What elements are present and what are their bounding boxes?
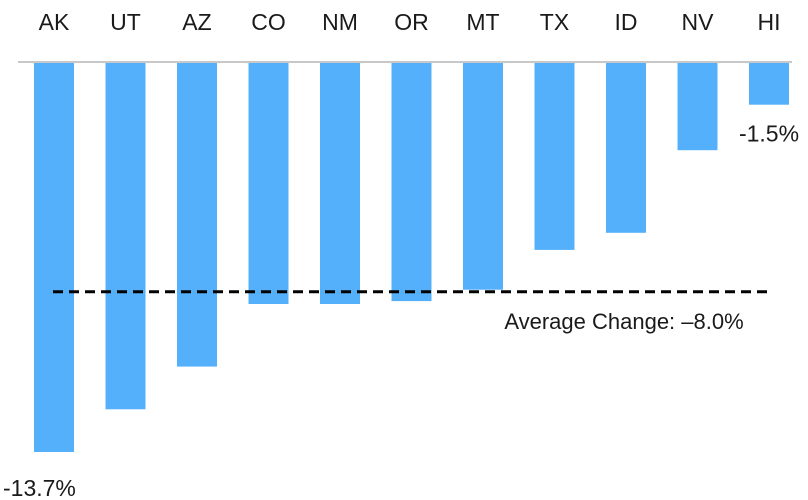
category-labels: AK UT AZ CO NM OR MT TX ID NV HI: [39, 9, 781, 35]
bar-ut: [105, 62, 146, 410]
bar-tx: [534, 62, 575, 250]
category-label-tx: TX: [540, 9, 569, 35]
bar-ak: [34, 62, 74, 452]
bar-az: [177, 62, 217, 367]
bar-or: [391, 62, 432, 302]
category-label-ut: UT: [110, 9, 141, 35]
category-label-nv: NV: [682, 9, 715, 35]
average-reference-label: Average Change: –8.0%: [504, 309, 743, 334]
category-label-az: AZ: [182, 9, 211, 35]
data-label-hi: -1.5%: [739, 121, 799, 147]
data-label-ak: -13.7%: [3, 475, 76, 500]
bars-group: [34, 62, 789, 452]
category-label-co: CO: [251, 9, 286, 35]
bar-nm: [320, 62, 360, 304]
bar-id: [606, 62, 646, 233]
category-label-id: ID: [615, 9, 638, 35]
category-label-nm: NM: [322, 9, 358, 35]
data-labels: -13.7% -1.5%: [3, 121, 799, 500]
category-label-mt: MT: [466, 9, 499, 35]
bar-nv: [677, 62, 718, 151]
bar-co: [248, 62, 289, 304]
category-label-hi: HI: [758, 9, 781, 35]
category-label-or: OR: [394, 9, 429, 35]
category-label-ak: AK: [39, 9, 70, 35]
bar-hi: [749, 62, 789, 105]
bar-mt: [463, 62, 503, 290]
